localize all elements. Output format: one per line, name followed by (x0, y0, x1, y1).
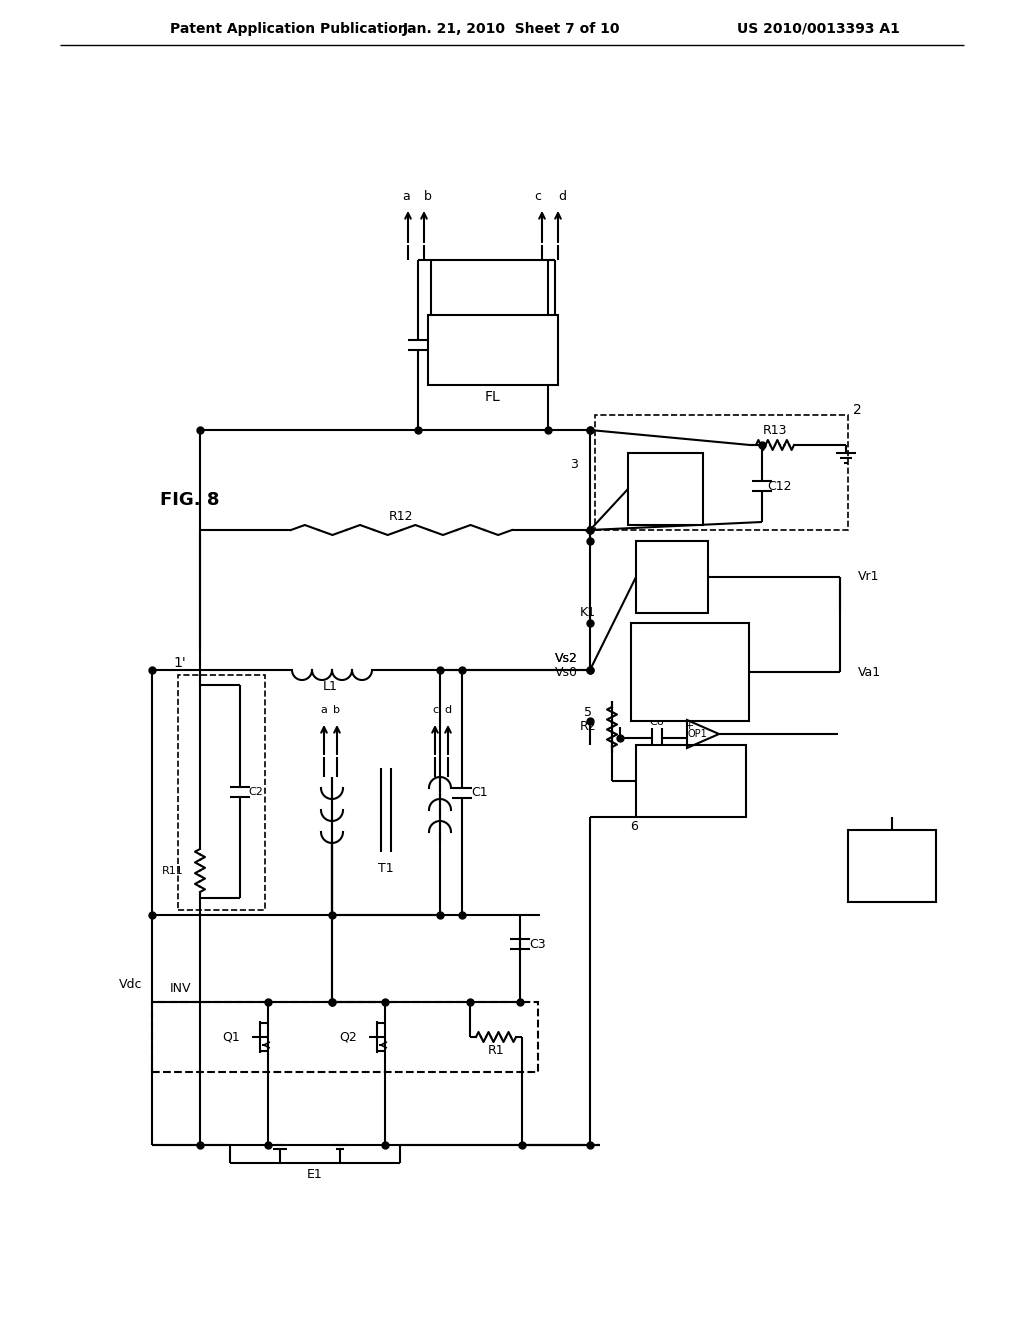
Text: 1': 1' (173, 656, 185, 671)
Text: Vr1: Vr1 (858, 570, 880, 583)
Text: C12: C12 (768, 479, 793, 492)
Bar (636, 541, 708, 612)
Text: C3: C3 (529, 937, 547, 950)
Text: Vs2: Vs2 (555, 652, 578, 664)
Text: TION: TION (653, 480, 677, 490)
Text: a: a (321, 705, 328, 715)
Text: UNIT: UNIT (660, 578, 684, 587)
Text: Vs1: Vs1 (882, 873, 902, 883)
Text: 3: 3 (570, 458, 578, 471)
Bar (152, 1002, 538, 1072)
Text: CONTROL: CONTROL (667, 675, 714, 685)
Text: COMMAND: COMMAND (664, 655, 717, 665)
Text: INVERTER: INVERTER (667, 764, 715, 774)
Text: C1: C1 (472, 787, 488, 800)
Text: 5: 5 (584, 706, 592, 719)
Text: FIG. 8: FIG. 8 (160, 491, 219, 510)
Bar (628, 453, 703, 525)
Text: Patent Application Publication: Patent Application Publication (170, 22, 408, 36)
Text: E1: E1 (307, 1168, 323, 1181)
Text: DIMMING: DIMMING (866, 849, 918, 859)
Bar (636, 744, 746, 817)
Text: Va1: Va1 (858, 665, 881, 678)
Text: c: c (432, 705, 438, 715)
Text: Q2: Q2 (339, 1031, 357, 1044)
Text: K1: K1 (580, 606, 596, 619)
Text: SIGNAL: SIGNAL (871, 861, 912, 871)
Text: C6: C6 (649, 717, 665, 727)
Text: d: d (444, 705, 452, 715)
Text: UNIT: UNIT (653, 490, 677, 500)
Text: Vs2: Vs2 (555, 652, 578, 664)
Text: T1: T1 (378, 862, 394, 874)
Bar (428, 315, 558, 385)
Bar (848, 830, 936, 902)
Text: 2: 2 (853, 403, 862, 417)
Bar (595, 414, 848, 531)
Text: L1: L1 (323, 681, 338, 693)
Bar (631, 623, 749, 721)
Text: OR: OR (665, 558, 679, 568)
Text: b: b (424, 190, 432, 202)
Text: CIRCUIT: CIRCUIT (672, 784, 711, 795)
Text: R12: R12 (389, 510, 414, 523)
Text: Q1: Q1 (222, 1031, 240, 1044)
Text: R13: R13 (763, 425, 787, 437)
Text: R1: R1 (487, 1044, 504, 1056)
Text: VALUE: VALUE (675, 665, 706, 675)
Text: 6: 6 (630, 821, 638, 833)
Text: INV: INV (170, 982, 191, 994)
Text: d: d (558, 190, 566, 202)
Text: CIRCUIT: CIRCUIT (652, 568, 691, 578)
Text: C2: C2 (249, 787, 263, 797)
Text: R11: R11 (162, 866, 184, 876)
Text: R2: R2 (580, 721, 596, 734)
Text: b: b (334, 705, 341, 715)
Text: DIMMING: DIMMING (668, 645, 713, 655)
Bar (178, 675, 265, 909)
Text: CORREC: CORREC (644, 470, 685, 480)
Text: c: c (535, 190, 542, 202)
Text: Vs0: Vs0 (555, 665, 578, 678)
Text: CIRCUIT: CIRCUIT (671, 685, 710, 696)
Text: C4: C4 (428, 338, 444, 351)
Text: Jan. 21, 2010  Sheet 7 of 10: Jan. 21, 2010 Sheet 7 of 10 (403, 22, 621, 36)
Text: C5: C5 (513, 338, 530, 351)
Text: Vdc: Vdc (119, 978, 142, 990)
Text: OP1: OP1 (687, 729, 707, 739)
Text: +: + (684, 721, 693, 731)
Text: US 2010/0013393 A1: US 2010/0013393 A1 (737, 22, 900, 36)
Text: a: a (402, 190, 410, 202)
Text: FL: FL (485, 389, 501, 404)
Text: 4: 4 (584, 524, 592, 537)
Text: CONTROL: CONTROL (668, 774, 715, 784)
